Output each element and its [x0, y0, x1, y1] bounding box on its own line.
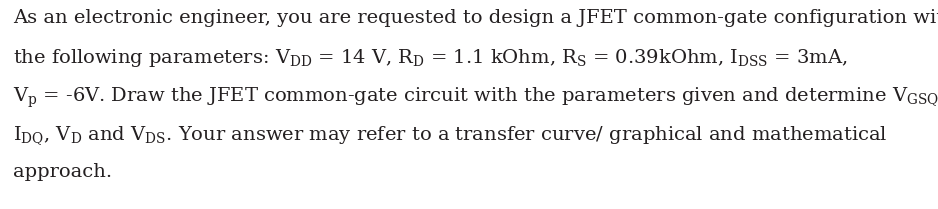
Text: $\mathrm{I_{DQ}}$, $\mathrm{V_{D}}$ and $\mathrm{V_{DS}}$. Your answer may refer: $\mathrm{I_{DQ}}$, $\mathrm{V_{D}}$ and …: [13, 125, 887, 147]
Text: As an electronic engineer, you are requested to design a JFET common-gate config: As an electronic engineer, you are reque…: [13, 9, 938, 27]
Text: approach.: approach.: [13, 163, 113, 181]
Text: $\mathrm{V_{p}}$ = -6V. Draw the JFET common-gate circuit with the parameters gi: $\mathrm{V_{p}}$ = -6V. Draw the JFET co…: [13, 86, 938, 110]
Text: the following parameters: $\mathrm{V_{DD}}$ = 14 V, $\mathrm{R_{D}}$ = 1.1 kOhm,: the following parameters: $\mathrm{V_{DD…: [13, 47, 848, 70]
